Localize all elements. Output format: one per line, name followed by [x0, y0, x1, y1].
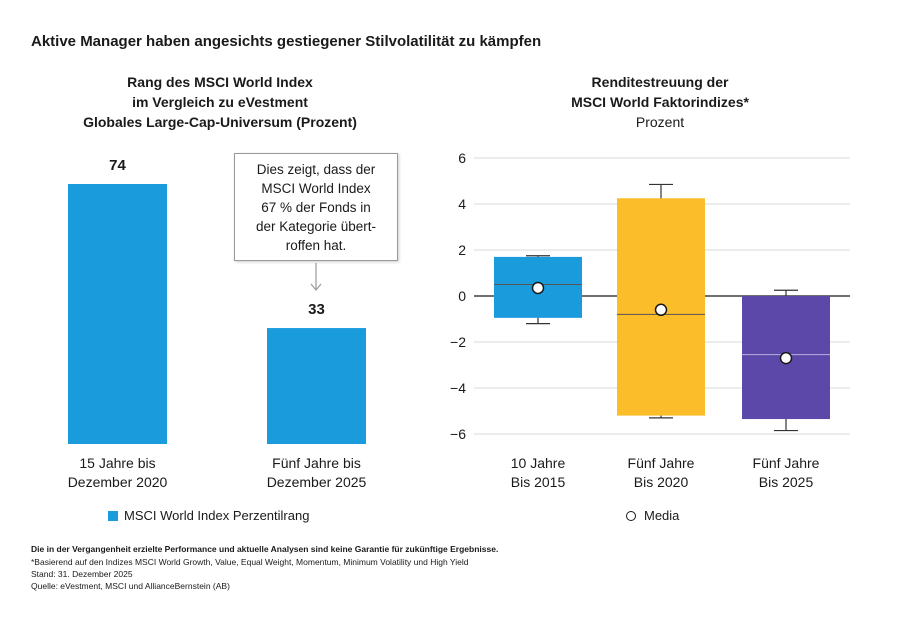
- x-tick-label: Dezember 2020: [68, 474, 168, 490]
- right-title-line: MSCI World Faktorindizes*: [571, 94, 749, 110]
- annotation-arrowhead: [310, 283, 322, 291]
- mean-marker: [779, 351, 793, 365]
- mean-marker: [531, 281, 545, 295]
- left-title-line: Globales Large-Cap-Universum (Prozent): [83, 114, 357, 130]
- x-tick-label: 10 Jahre: [511, 455, 566, 471]
- x-tick-label: Dezember 2025: [267, 474, 367, 490]
- y-tick-label: 6: [458, 150, 466, 166]
- right-legend-label: Media: [644, 508, 680, 523]
- x-tick-label: Bis 2020: [634, 474, 689, 490]
- bar-value-label: 33: [308, 301, 325, 318]
- left-legend-label: MSCI World Index Perzentilrang: [124, 508, 310, 523]
- right-legend: Media: [626, 508, 679, 523]
- y-tick-label: −6: [450, 426, 466, 442]
- media-marker-icon: [626, 510, 636, 521]
- x-tick-label: Fünf Jahre bis: [272, 455, 361, 471]
- legend-swatch: [108, 510, 118, 521]
- left-title-line: im Vergleich zu eVestment: [132, 94, 308, 110]
- right-chart-subtitle: Prozent: [635, 114, 685, 130]
- left-legend: MSCI World Index Perzentilrang: [108, 508, 309, 523]
- bar: [267, 328, 366, 444]
- right-title-line: Renditestreuung der: [591, 74, 729, 90]
- y-tick-label: 2: [458, 242, 466, 258]
- bar-value-label: 74: [109, 157, 126, 174]
- left-title-line: Rang des MSCI World Index: [127, 74, 313, 90]
- x-tick-label: 15 Jahre bis: [79, 455, 155, 471]
- annotation-callout: Dies zeigt, dass der MSCI World Index 67…: [234, 153, 398, 261]
- x-tick-label: Bis 2015: [511, 474, 566, 490]
- y-tick-label: 4: [458, 196, 466, 212]
- footer-disclaimer: Die in der Vergangenheit erzielte Perfor…: [31, 544, 499, 554]
- x-tick-label: Fünf Jahre: [628, 455, 695, 471]
- y-tick-label: −4: [450, 380, 466, 396]
- bar: [68, 184, 167, 444]
- right-chart-title: Renditestreuung der MSCI World Faktorind…: [520, 72, 800, 132]
- y-tick-label: −2: [450, 334, 466, 350]
- x-tick-label: Bis 2025: [759, 474, 814, 490]
- left-chart-title: Rang des MSCI World Index im Vergleich z…: [40, 72, 400, 132]
- main-title: Aktive Manager haben angesichts gestiege…: [31, 33, 542, 50]
- x-tick-label: Fünf Jahre: [753, 455, 820, 471]
- footer-date: Stand: 31. Dezember 2025: [31, 569, 133, 579]
- footer-note: *Basierend auf den Indizes MSCI World Gr…: [31, 557, 469, 567]
- mean-marker: [654, 303, 668, 317]
- footer-source: Quelle: eVestment, MSCI und AllianceBern…: [31, 581, 230, 591]
- y-tick-label: 0: [458, 288, 466, 304]
